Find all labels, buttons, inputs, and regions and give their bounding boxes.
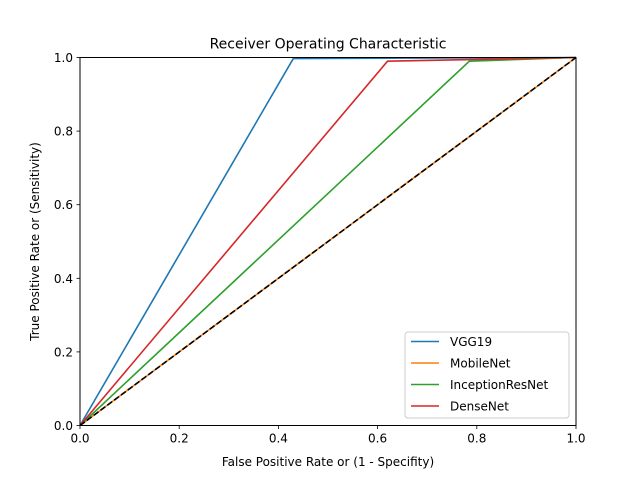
x-tick-label: 0.6 — [368, 432, 387, 446]
y-tick-label: 0.2 — [54, 345, 73, 359]
x-tick-label: 0.2 — [170, 432, 189, 446]
axes-frame — [79, 57, 577, 426]
y-tick-label: 0.4 — [54, 272, 73, 286]
legend-label: DenseNet — [450, 400, 509, 414]
y-tick-label: 0.6 — [54, 198, 73, 212]
reference-diagonal-line — [79, 56, 577, 427]
legend-box — [404, 331, 570, 419]
legend-label: InceptionResNet — [450, 378, 549, 392]
y-tick-label: 0.0 — [54, 419, 73, 433]
x-tick-label: 0.0 — [70, 432, 89, 446]
series-line-densenet — [79, 56, 577, 427]
y-tick-label: 0.8 — [54, 125, 73, 139]
legend-label: VGG19 — [450, 335, 492, 349]
y-axis-ticks: 0.0 0.2 0.4 0.6 0.8 1.0 — [54, 51, 80, 433]
x-tick-label: 1.0 — [566, 432, 585, 446]
x-tick-label: 0.8 — [467, 432, 486, 446]
chart-title: Receiver Operating Characteristic — [210, 37, 447, 53]
x-axis-label: False Positive Rate or (1 - Specifity) — [222, 455, 434, 469]
x-axis-ticks: 0.0 0.2 0.4 0.6 0.8 1.0 — [70, 425, 586, 446]
x-tick-label: 0.4 — [269, 432, 288, 446]
legend: VGG19 MobileNet InceptionResNet DenseNet — [404, 331, 570, 419]
y-tick-label: 1.0 — [54, 51, 73, 65]
legend-label: MobileNet — [450, 357, 511, 371]
y-axis-label: True Positive Rate or (Sensitivity) — [28, 142, 42, 342]
